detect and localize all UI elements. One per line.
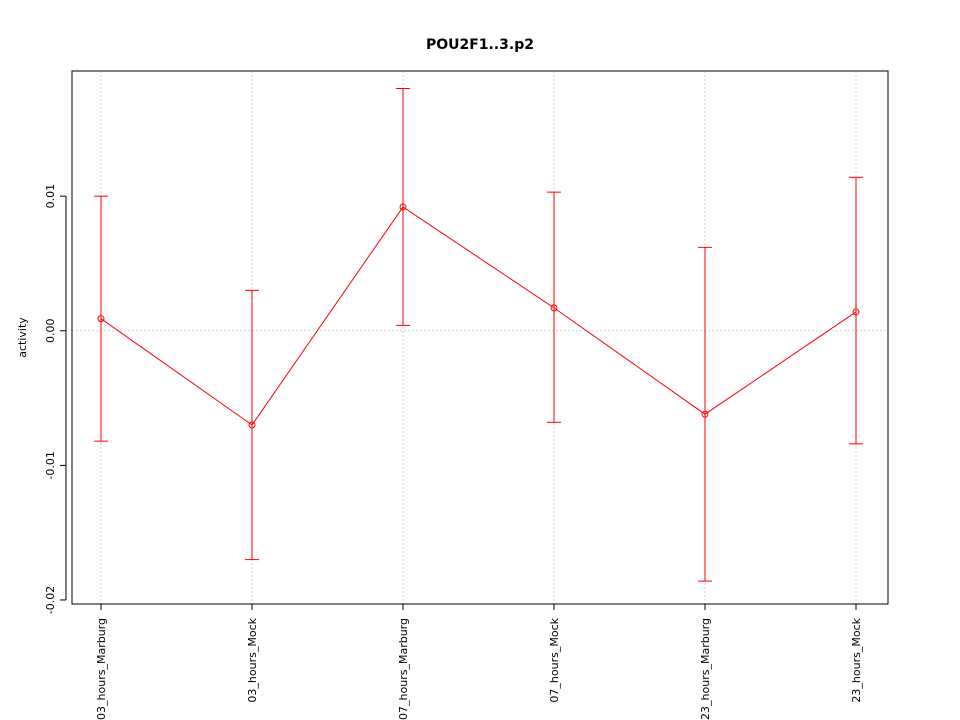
y-tick-label: -0.02 [44,586,57,614]
y-axis-label: activity [16,317,29,358]
x-tick-label: 03_hours_Marburg [95,618,108,720]
y-axis: -0.02 -0.01 0.00 0.01 [44,184,67,614]
x-tick-label: 03_hours_Mock [246,617,259,702]
y-tick-label: 0.00 [44,319,57,344]
data-point [550,304,558,312]
series-polyline [100,206,857,426]
x-tick-label: 07_hours_Mock [548,617,561,702]
y-tick-label: -0.01 [44,451,57,479]
series-line [100,206,857,426]
data-point [399,203,407,211]
data-point [852,308,860,316]
plot-frame [71,70,889,605]
data-points [97,203,860,429]
x-tick-label: 07_hours_Marburg [397,618,410,720]
x-axis: 03_hours_Marburg 03_hours_Mock 07_hours_Ma… [95,603,863,720]
grid [100,71,857,604]
data-point [248,421,256,429]
x-tick-label: 23_hours_Marburg [699,618,712,720]
y-tick-label: 0.01 [44,184,57,209]
error-bars [94,87,863,582]
data-point [701,410,709,418]
data-point [97,315,105,323]
x-tick-label: 23_hours_Mock [850,617,863,702]
chart-title: POU2F1..3.p2 [426,37,534,53]
